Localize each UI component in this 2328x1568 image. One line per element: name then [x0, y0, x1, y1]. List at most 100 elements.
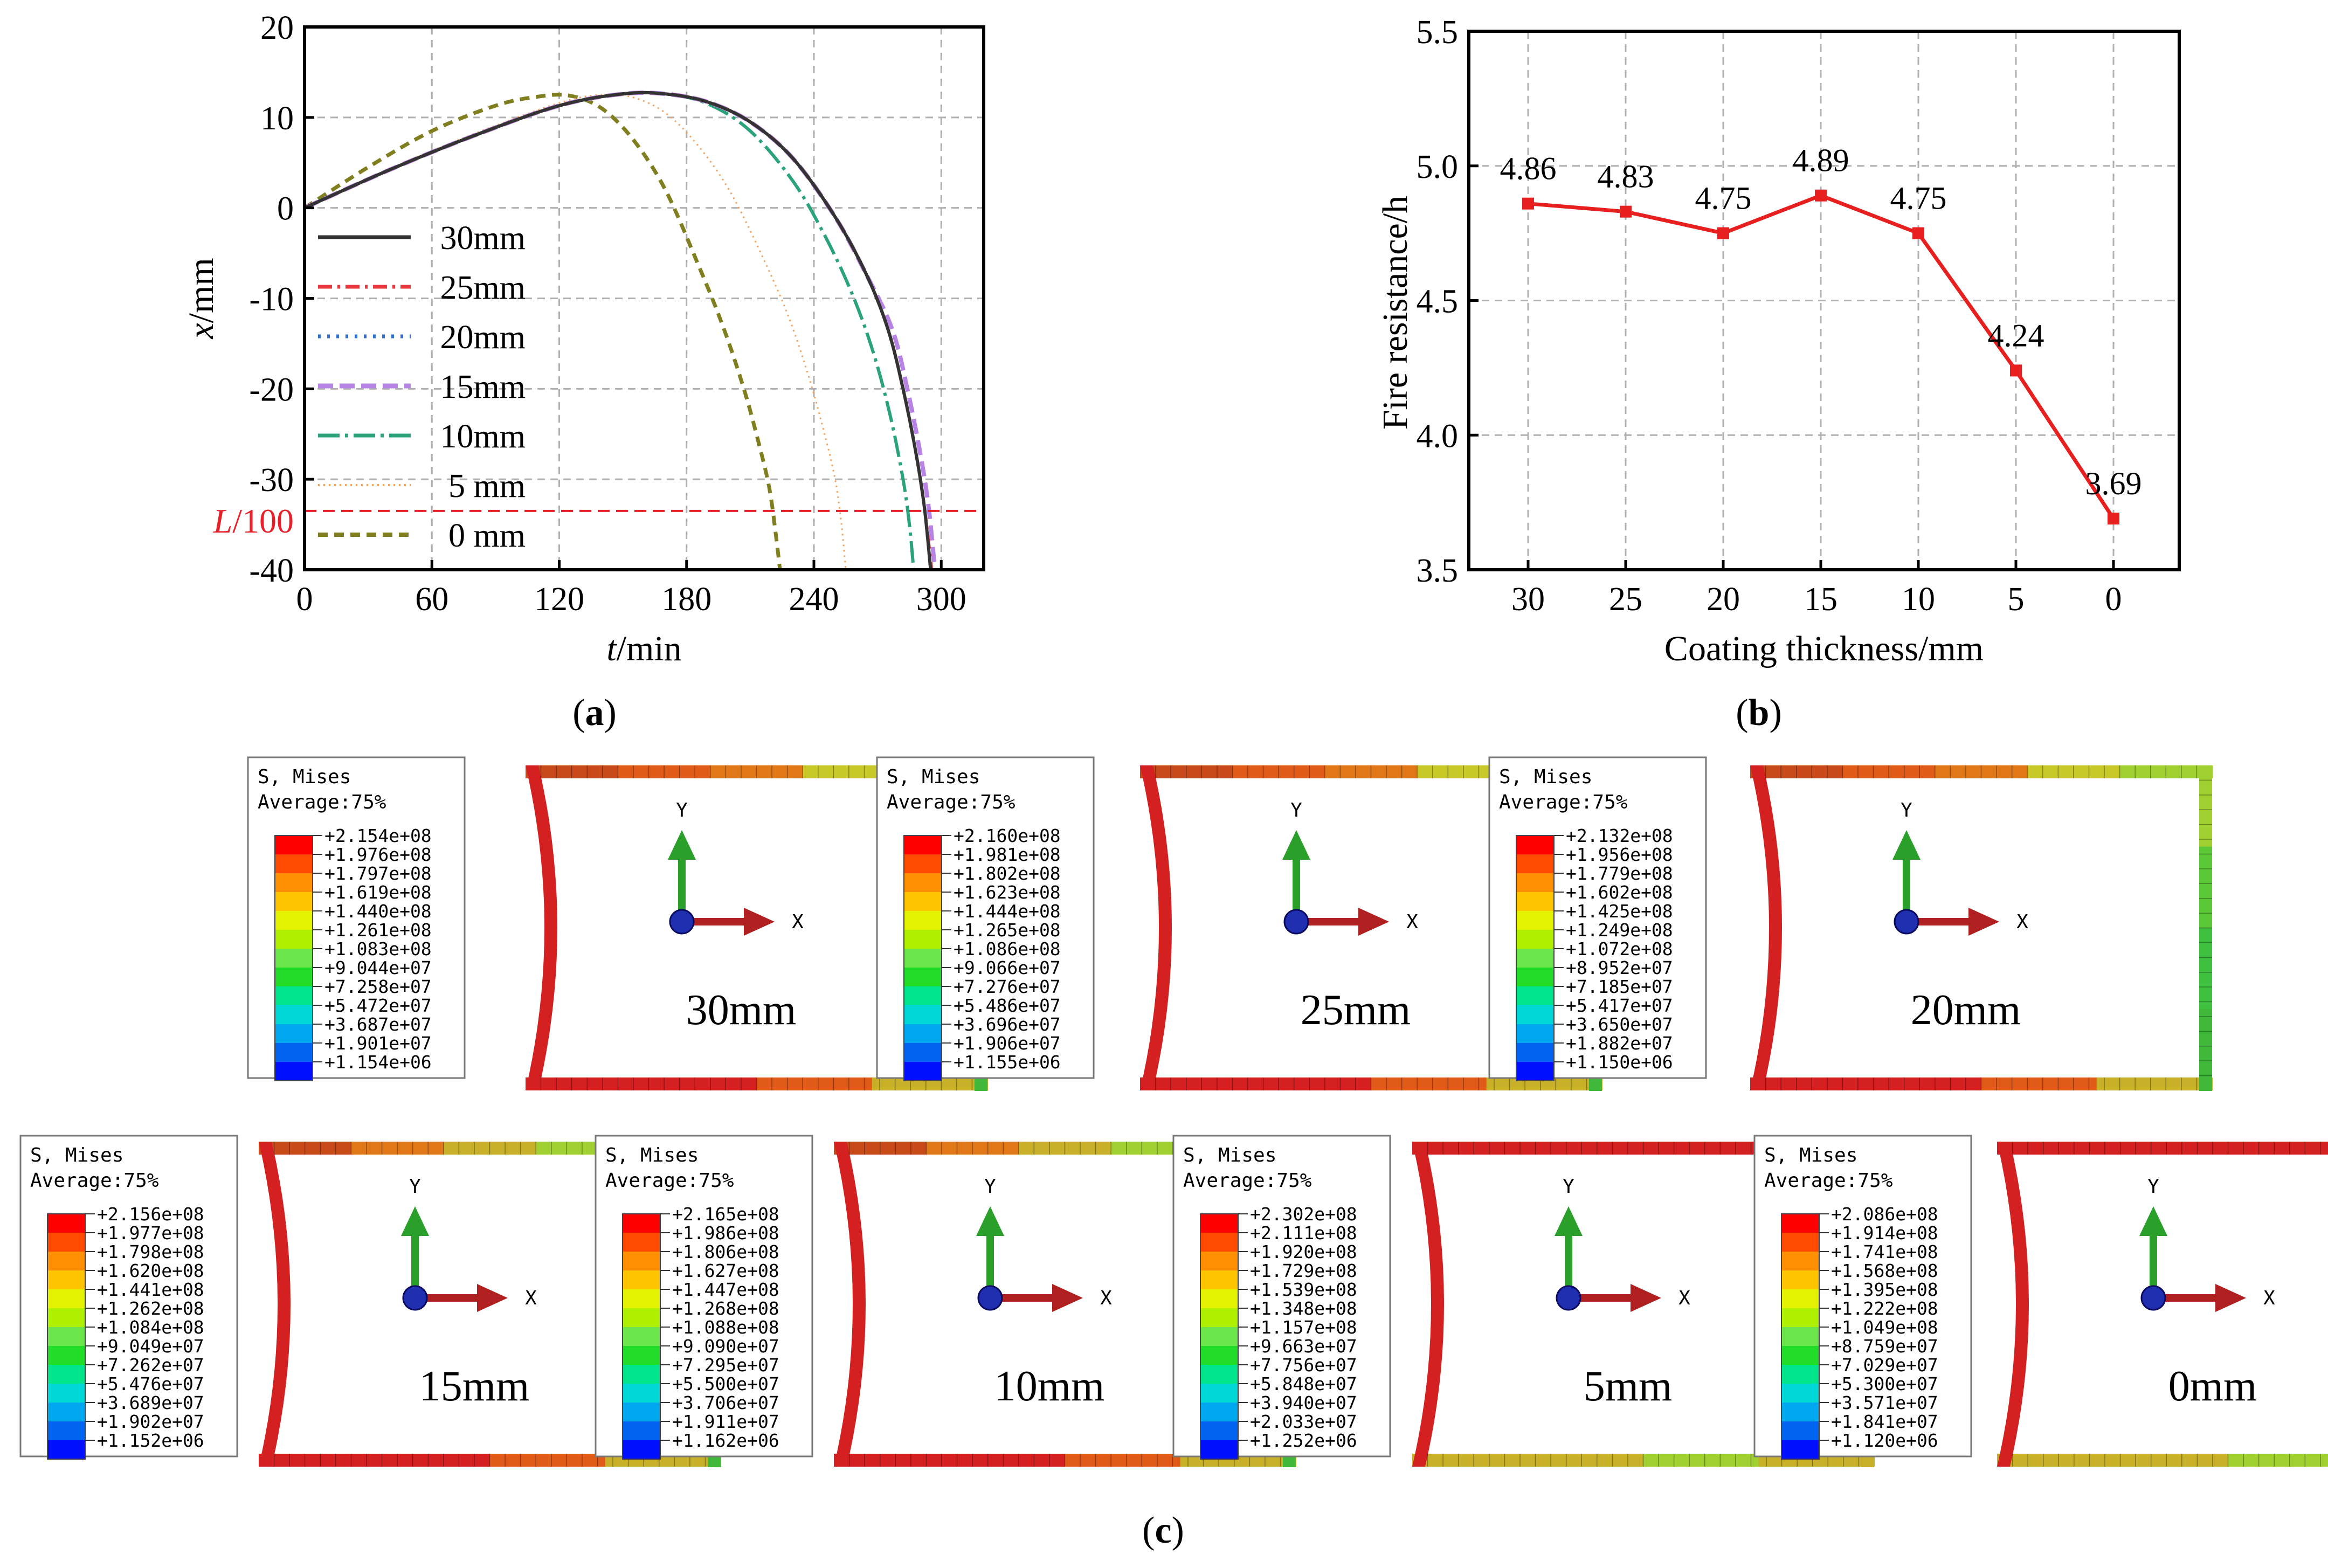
chart-a-tick-label-x: 300 — [916, 581, 966, 618]
mises-frame-left — [1412, 1142, 1444, 1467]
axis-origin — [2140, 1285, 2166, 1311]
mises-legend-band — [1781, 1327, 1819, 1346]
mises-legend-band — [904, 930, 942, 949]
chart-a: 0 60 120 180 240 300 20 10 0 -10 -20 -30 -40 30mm 25m… — [182, 10, 985, 734]
mises-legend-value: +2.160e+08 — [954, 825, 1061, 846]
mises-legend-value: +3.687e+07 — [324, 1014, 432, 1035]
chart-b-tick-label-x: 30 — [1511, 581, 1545, 618]
mises-legend-value: +3.696e+07 — [954, 1014, 1061, 1035]
mises-legend-band — [1516, 968, 1554, 986]
mises-legend-value: +2.165e+08 — [672, 1204, 779, 1225]
mises-legend-band — [275, 892, 313, 911]
mises-legend-title: S, Mises — [30, 1144, 123, 1166]
mises-legend-band — [1781, 1289, 1819, 1308]
mises-legend-band — [904, 986, 942, 1005]
mises-legend-band — [623, 1214, 660, 1233]
axis-y-label: Y — [1901, 799, 1912, 821]
mises-panel-6: S, MisesAverage:75%+2.086e+08+1.914e+08+… — [1753, 1135, 2328, 1467]
mises-legend-band — [904, 854, 942, 873]
mises-legend-band — [275, 1024, 313, 1043]
mises-legend-band — [904, 892, 942, 911]
mises-frame-bottom-segment — [834, 1454, 950, 1467]
axis-x-label: X — [2016, 911, 2028, 933]
panel-a-letter: a — [585, 692, 604, 734]
chart-a-tick-label-x: 120 — [534, 581, 584, 618]
mises-frame-bottom-segment — [641, 1077, 757, 1090]
mises-legend-band — [904, 835, 942, 854]
mises-frame-top-segment — [618, 765, 711, 778]
mises-legend-band-frame — [47, 1213, 86, 1460]
mises-legend-band — [275, 930, 313, 949]
mises-legend-band — [1200, 1440, 1238, 1459]
chart-b-tick-label-y: 4.5 — [1417, 284, 1459, 320]
mises-frame-left — [259, 1142, 291, 1467]
mises-legend-value: +3.650e+07 — [1566, 1014, 1673, 1035]
mises-legend-band — [47, 1403, 85, 1421]
chart-b-data-label: 4.24 — [1988, 317, 2044, 353]
mises-legend-value: +9.090e+07 — [672, 1336, 779, 1357]
mises-legend-value: +5.476e+07 — [97, 1373, 204, 1394]
mises-panel-label: 10mm — [994, 1363, 1104, 1410]
mises-legend-band — [1781, 1346, 1819, 1365]
mises-panel-label: 0mm — [2168, 1363, 2257, 1410]
mises-legend-value: +5.500e+07 — [672, 1373, 779, 1394]
axis-x-label: X — [2263, 1287, 2275, 1309]
mises-frame-bottom-segment — [1255, 1077, 1372, 1090]
chart-b-data-label: 4.86 — [1500, 151, 1557, 186]
mises-frame-top-segment — [2274, 1142, 2328, 1155]
mises-legend-title: S, Mises — [1764, 1144, 1857, 1166]
chart-a-reference-label: L/100 — [213, 502, 294, 540]
chart-b-data-label: 4.75 — [1890, 181, 1947, 216]
mises-legend-band — [275, 873, 313, 892]
axis-x-label: X — [1406, 911, 1418, 933]
mises-legend-value: +1.841e+07 — [1831, 1411, 1938, 1432]
mises-legend-band — [47, 1289, 85, 1308]
mises-legend-band — [47, 1308, 85, 1327]
mises-legend-value: +5.848e+07 — [1250, 1373, 1357, 1394]
mises-legend-value: +5.486e+07 — [954, 995, 1061, 1016]
chart-a-series-s5 — [305, 93, 847, 570]
mises-legend-band — [275, 1062, 313, 1081]
mises-legend-value: +5.472e+07 — [324, 995, 432, 1016]
mises-legend-band — [623, 1440, 660, 1459]
mises-legend-band — [623, 1252, 660, 1270]
chart-a-legend-label-s5: 5 mm — [448, 468, 526, 505]
axis-y-arrow-head — [401, 1206, 429, 1236]
mises-legend-band — [904, 1062, 942, 1081]
mises-legend-value: +1.222e+08 — [1831, 1298, 1938, 1319]
chart-b-ticks: 30 25 20 15 10 5 0 3.5 4.0 4.5 5.0 5.5 — [1417, 14, 2122, 618]
chart-a-x-axis-unit: /min — [617, 629, 682, 668]
mises-legend-value: +1.444e+08 — [954, 901, 1061, 922]
mises-legend-value: +1.120e+06 — [1831, 1430, 1938, 1451]
mises-legend-band — [275, 854, 313, 873]
mises-legend-value: +1.902e+07 — [97, 1411, 204, 1432]
mises-frame-top-segment — [443, 1142, 537, 1155]
mises-legend-value: +1.976e+08 — [324, 844, 432, 865]
mises-legend-value: +1.157e+08 — [1250, 1317, 1357, 1338]
mises-legend-value: +1.084e+08 — [97, 1317, 204, 1338]
mises-frame-right-segment — [2199, 928, 2212, 1010]
mises-legend-band — [1781, 1384, 1819, 1403]
mises-frame-bottom-segment — [489, 1454, 606, 1467]
chart-b-tick-label-x: 10 — [1902, 581, 1935, 618]
mises-frame-bottom-segment — [1750, 1077, 1867, 1090]
axis-x-arrow-head — [2215, 1284, 2246, 1312]
mises-legend-band — [904, 873, 942, 892]
mises-legend-band — [47, 1270, 85, 1289]
chart-b-tick-label-y: 5.5 — [1417, 14, 1459, 51]
mises-legend-band-frame — [1781, 1213, 1820, 1460]
chart-a-x-axis-label: t/min — [606, 629, 681, 668]
mises-frame-bottom-segment — [949, 1454, 1066, 1467]
mises-legend-value: +1.152e+06 — [97, 1430, 204, 1451]
axis-origin — [1283, 909, 1309, 935]
mises-legend-band — [1516, 892, 1554, 911]
chart-b-data-label: 4.75 — [1695, 181, 1752, 216]
chart-a-series-s10 — [305, 91, 916, 570]
mises-frame-bottom-segment — [1643, 1454, 1759, 1467]
axis-x-label: X — [1678, 1287, 1690, 1309]
mises-legend-value: +9.049e+07 — [97, 1336, 204, 1357]
mises-legend-value: +1.088e+08 — [672, 1317, 779, 1338]
mises-legend-title: S, Mises — [1183, 1144, 1276, 1166]
mises-legend-value: +2.154e+08 — [324, 825, 432, 846]
